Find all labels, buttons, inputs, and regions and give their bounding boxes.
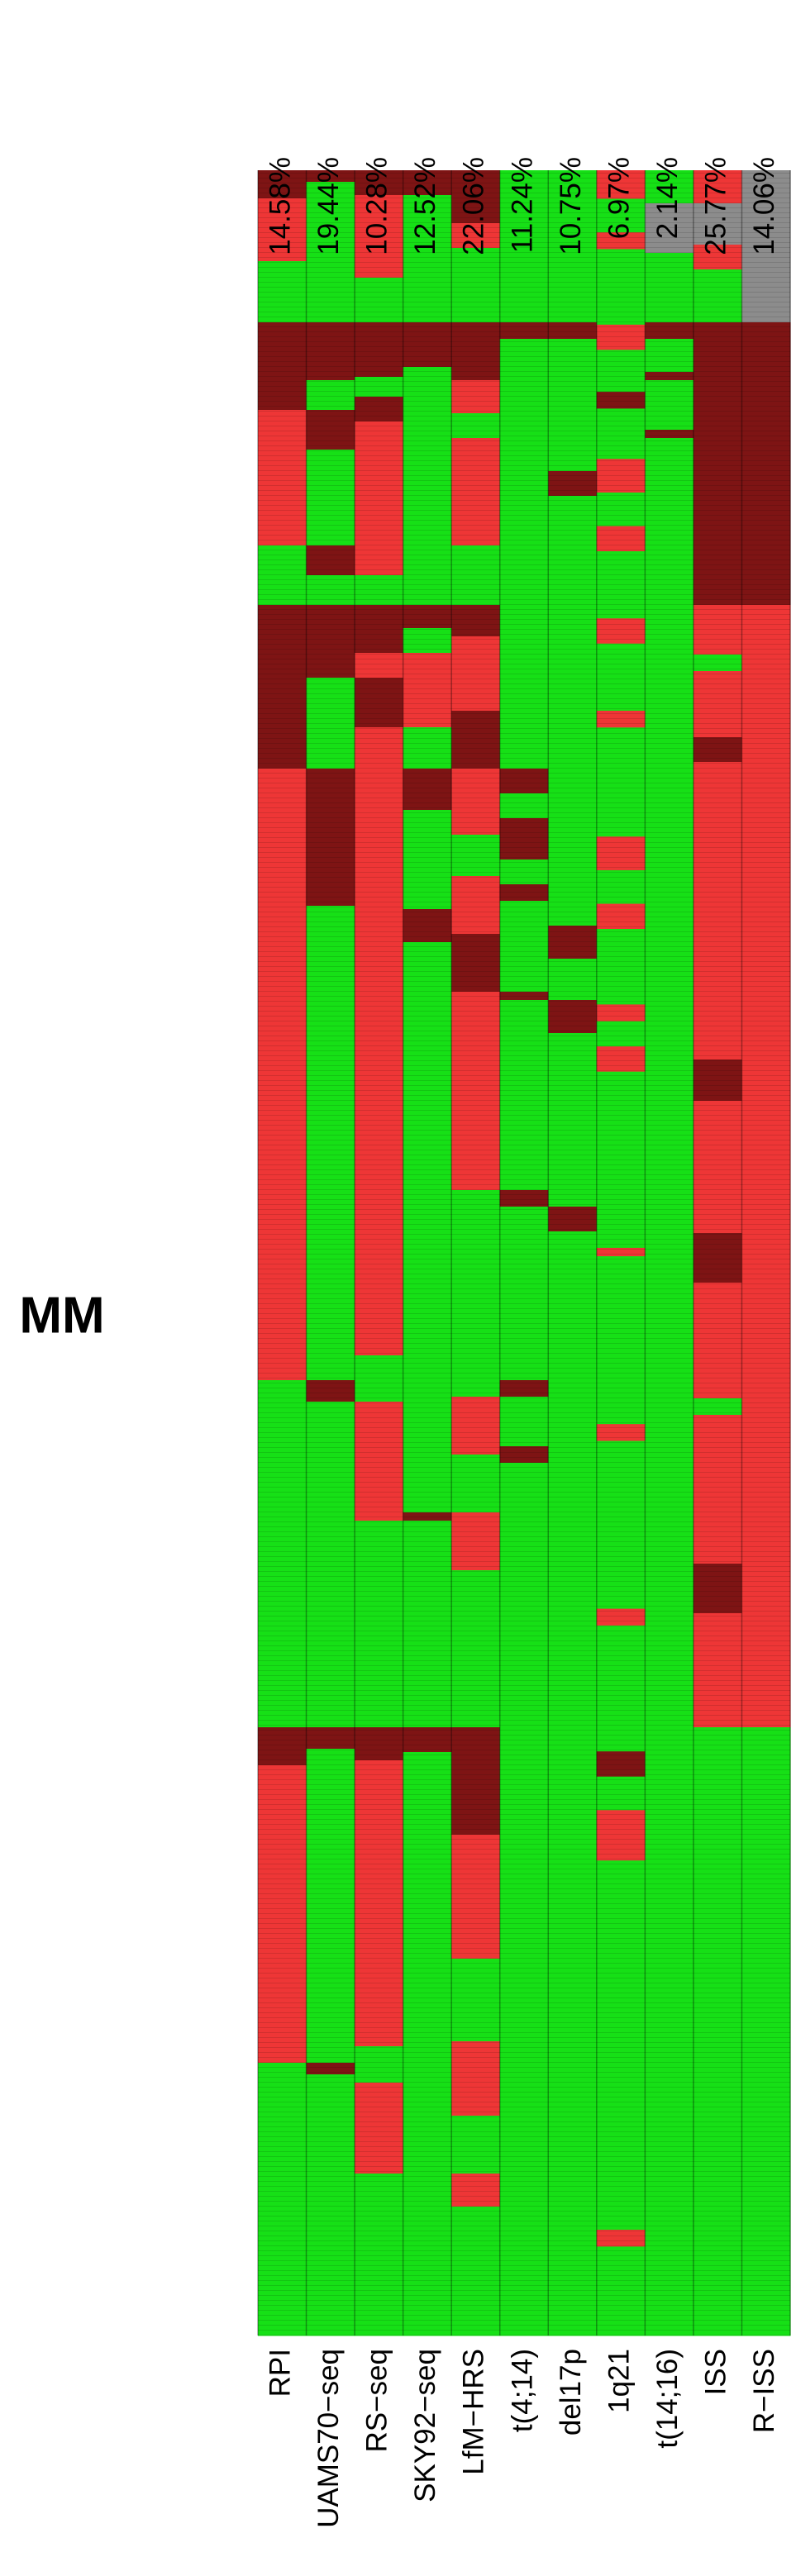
percent-label: 12.52% xyxy=(409,157,441,255)
percent-label: 2.14% xyxy=(651,157,684,239)
column-label: RS−seq xyxy=(361,2349,393,2453)
percent-label: 14.06% xyxy=(748,157,780,255)
column-label: RPI xyxy=(265,2349,297,2397)
column-label: R−ISS xyxy=(748,2349,780,2433)
percent-label: 6.97% xyxy=(603,157,635,239)
column-label: t(14;16) xyxy=(651,2349,684,2449)
column-label: 1q21 xyxy=(603,2349,635,2413)
percent-label: 19.44% xyxy=(312,157,345,255)
column-label: t(4;14) xyxy=(506,2349,538,2432)
percent-label: 11.24% xyxy=(506,157,538,253)
row-stripes xyxy=(258,170,790,2336)
column-label: LfM−HRS xyxy=(458,2349,490,2475)
column-label: del17p xyxy=(555,2349,587,2436)
column-label: UAMS70−seq xyxy=(312,2349,345,2528)
percent-label: 22.06% xyxy=(458,157,490,255)
column-borders xyxy=(257,170,791,2336)
column-label: ISS xyxy=(699,2349,732,2395)
percent-label: 25.77% xyxy=(699,157,732,255)
percent-label: 14.58% xyxy=(265,157,297,255)
row-label: MM xyxy=(19,1287,104,1344)
labels: 14.58% RPI 19.44% UAMS70−seq 10.28% RS−seq 12.… xyxy=(265,157,780,2528)
column-label: SKY92−seq xyxy=(409,2349,441,2502)
percent-label: 10.28% xyxy=(361,157,393,255)
percent-label: 10.75% xyxy=(555,157,587,255)
